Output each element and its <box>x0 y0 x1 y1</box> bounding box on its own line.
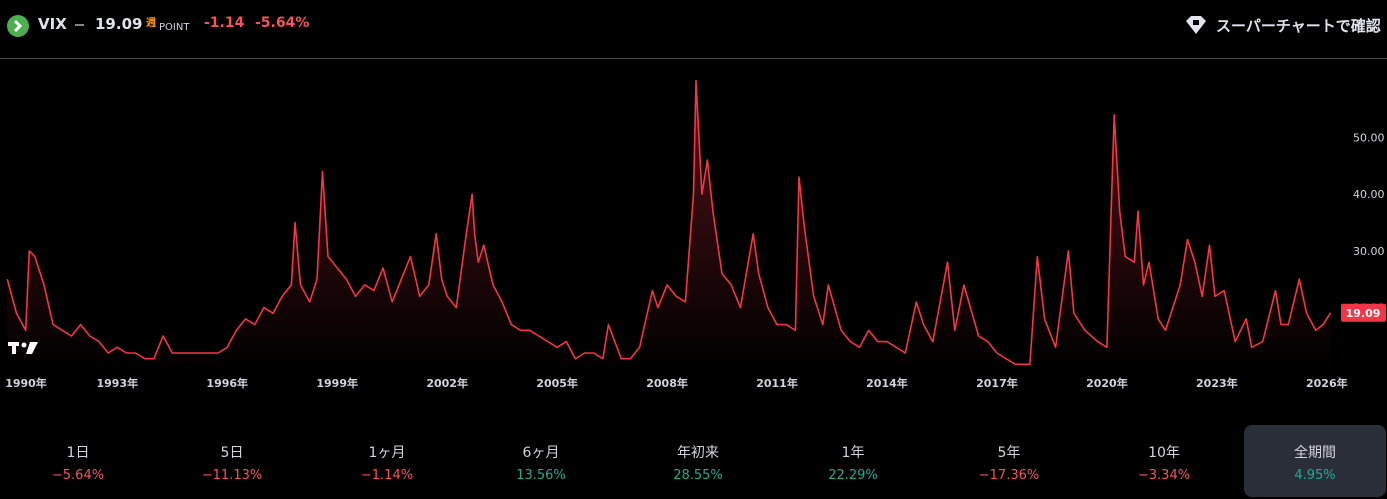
period-value: 22.29% <box>828 468 878 483</box>
header: VIX 19.09 週 POINT -1.14 -5.64% スーパーチャートで… <box>0 0 1387 59</box>
change-percent: -5.64% <box>255 15 310 31</box>
period-label: 1日 <box>66 445 90 461</box>
period-value: 4.95% <box>1294 468 1336 483</box>
x-tick-label: 2005年 <box>536 376 578 390</box>
x-tick-label: 2008年 <box>646 376 688 390</box>
period-value: 28.55% <box>673 468 723 483</box>
x-tick-label: 1999年 <box>316 376 358 390</box>
line <box>6 79 1332 366</box>
separator <box>75 24 84 26</box>
period-label: 1年 <box>841 445 865 461</box>
period-tab[interactable]: 6ヶ月 13.56% <box>470 425 612 497</box>
period-tab[interactable]: 5日 −11.13% <box>161 425 303 497</box>
x-tick-label: 1990年 <box>5 376 47 390</box>
period-tab[interactable]: 5年 −17.36% <box>938 425 1080 497</box>
period-label: 6ヶ月 <box>522 445 560 461</box>
x-tick-label: 2014年 <box>866 376 908 390</box>
y-tick-label: 40.00 <box>1353 188 1385 201</box>
period-value: −11.13% <box>201 468 263 483</box>
price: 19.09 <box>95 15 143 33</box>
y-tick-label: 30.00 <box>1353 245 1385 258</box>
price-tag-label: 19.09 <box>1346 307 1381 320</box>
symbol: VIX <box>38 15 67 33</box>
chart: 20.0030.0040.0050.001990年1993年1996年1999年… <box>5 79 1386 390</box>
period-tab[interactable]: 全期間 4.95% <box>1244 425 1386 497</box>
x-tick-label: 2026年 <box>1306 376 1348 390</box>
period-label: 全期間 <box>1294 445 1336 461</box>
y-tick-label: 50.00 <box>1353 131 1385 144</box>
diamond-icon[interactable] <box>1183 13 1209 37</box>
period-value: −3.34% <box>1137 468 1191 483</box>
x-tick-label: 1993年 <box>96 376 138 390</box>
x-tick-label: 2017年 <box>976 376 1018 390</box>
period-label: 5年 <box>997 445 1021 461</box>
period-label: 5日 <box>220 445 244 461</box>
period-value: −1.14% <box>360 468 414 483</box>
unit: POINT <box>159 22 190 33</box>
interval: 週 <box>146 18 156 29</box>
x-tick-label: 2002年 <box>426 376 468 390</box>
period-tab[interactable]: 年初来 28.55% <box>627 425 769 497</box>
period-performance: 1日 −5.64% 5日 −11.13% 1ヶ月 −1.14% 6ヶ月 13.56% 年初来 28… <box>0 425 1387 499</box>
period-tab[interactable]: 1ヶ月 −1.14% <box>316 425 458 497</box>
period-tab[interactable]: 1年 22.29% <box>782 425 924 497</box>
period-value: −17.36% <box>978 468 1040 483</box>
x-tick-label: 1996年 <box>206 376 248 390</box>
open-supercharts[interactable]: スーパーチャートで確認 <box>1216 17 1381 35</box>
period-tab[interactable]: 10年 −3.34% <box>1093 425 1235 497</box>
logo-icon <box>7 15 29 37</box>
period-value: 13.56% <box>516 468 566 483</box>
x-tick-label: 2023年 <box>1196 376 1238 390</box>
area <box>7 80 1331 370</box>
period-tab[interactable]: 1日 −5.64% <box>7 425 149 497</box>
period-label: 1ヶ月 <box>368 445 406 461</box>
price-tag <box>1341 303 1386 322</box>
x-tick-label: 2011年 <box>756 376 798 390</box>
period-value: −5.64% <box>51 468 105 483</box>
x-tick-label: 2020年 <box>1086 376 1128 390</box>
period-label: 年初来 <box>677 445 719 461</box>
change: -1.14 <box>204 15 245 31</box>
period-label: 10年 <box>1148 445 1180 461</box>
